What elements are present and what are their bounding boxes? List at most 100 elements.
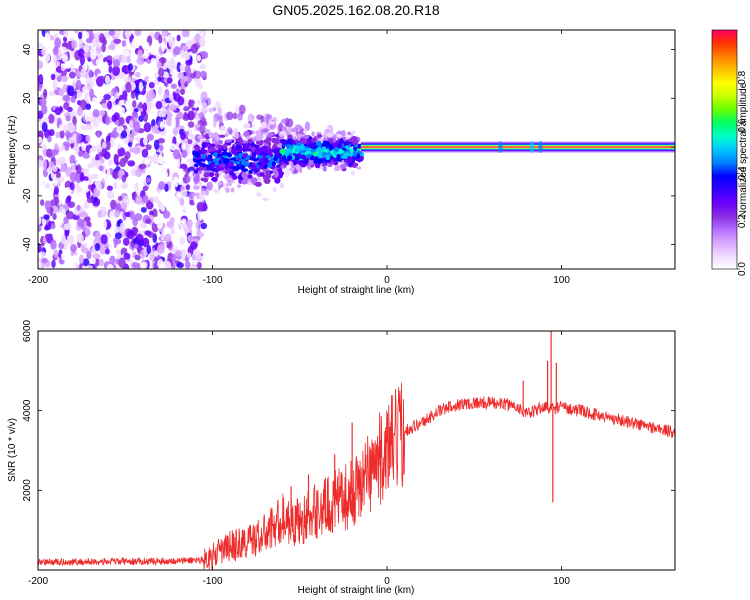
heatmap-cell xyxy=(127,160,136,167)
heatmap-cell xyxy=(108,30,116,36)
heatmap-cell xyxy=(134,254,141,261)
heatmap-cell xyxy=(195,145,199,152)
heatmap-cell xyxy=(201,51,209,59)
heatmap-cell xyxy=(345,151,350,156)
heatmap-cell xyxy=(78,38,84,49)
spectrogram-y-tick-label: -20 xyxy=(22,188,33,203)
heatmap-cell xyxy=(160,41,166,52)
heatmap-cell xyxy=(232,112,238,120)
heatmap-cell xyxy=(195,92,201,101)
heatmap-cell xyxy=(68,71,76,79)
heatmap-cell xyxy=(173,244,180,252)
heatmap-cell xyxy=(254,168,258,174)
heatmap-cell xyxy=(135,168,143,178)
heatmap-cell xyxy=(147,100,154,109)
heatmap-cell xyxy=(61,164,67,171)
heatmap-cell xyxy=(295,166,301,170)
heatmap-cell xyxy=(217,107,222,117)
heatmap-cell xyxy=(138,163,147,170)
heatmap-cell xyxy=(263,139,271,144)
heatmap-cell xyxy=(48,113,55,124)
heatmap-cell xyxy=(162,210,171,219)
heatmap-cell xyxy=(63,102,70,111)
heatmap-cell xyxy=(224,133,229,137)
heatmap-cell xyxy=(203,178,209,183)
heatmap-cell xyxy=(107,44,116,51)
heatmap-cell xyxy=(303,128,307,134)
heatmap-cell xyxy=(73,195,78,202)
heatmap-cell xyxy=(267,132,275,136)
heatmap-cell xyxy=(108,240,115,251)
heatmap-cell xyxy=(117,105,123,114)
snr-background xyxy=(38,331,675,570)
heatmap-cell xyxy=(324,129,331,133)
heatmap-cell xyxy=(74,30,79,34)
heatmap-cell xyxy=(227,161,234,168)
heatmap-cell xyxy=(138,115,144,123)
heatmap-cell xyxy=(112,170,120,179)
heatmap-cell xyxy=(86,162,95,169)
heatmap-cell xyxy=(213,118,217,128)
heatmap-cell xyxy=(72,254,78,262)
heatmap-cell xyxy=(91,257,96,265)
heatmap-cell xyxy=(217,181,223,186)
heatmap-cell xyxy=(263,165,268,169)
heatmap-cell xyxy=(158,67,165,77)
heatmap-cell xyxy=(316,140,322,146)
heatmap-cell xyxy=(209,167,217,172)
heatmap-cell xyxy=(102,39,108,46)
heatmap-cell xyxy=(46,207,51,214)
heatmap-cell xyxy=(71,40,78,49)
heatmap-cell xyxy=(125,30,132,37)
heatmap-cell xyxy=(193,185,200,190)
spectrogram-heatmap xyxy=(38,30,675,269)
heatmap-cell xyxy=(112,59,121,68)
spectrogram-y-tick-label: 0 xyxy=(22,144,33,150)
heatmap-cell xyxy=(336,154,341,160)
heatmap-cell xyxy=(208,107,214,113)
heatmap-cell xyxy=(169,226,176,235)
heatmap-cell xyxy=(197,135,203,140)
heatmap-cell xyxy=(230,157,237,162)
heatmap-cell xyxy=(236,184,242,189)
heatmap-cell xyxy=(213,131,219,137)
heatmap-cell xyxy=(39,97,47,108)
heatmap-cell xyxy=(197,112,205,119)
heatmap-cell xyxy=(169,104,177,112)
heatmap-cell xyxy=(271,161,277,167)
heatmap-cell xyxy=(181,218,187,224)
heatmap-cell xyxy=(54,60,61,67)
heatmap-cell xyxy=(93,160,100,168)
heatmap-cell xyxy=(199,124,206,135)
snr-line xyxy=(38,382,675,570)
heatmap-cell xyxy=(94,243,101,252)
heatmap-cell xyxy=(38,136,43,144)
heatmap-cell xyxy=(304,121,311,131)
heatmap-cell xyxy=(101,210,106,219)
heatmap-cell xyxy=(40,199,45,206)
snr-y-tick-label: 4000 xyxy=(22,399,33,422)
heatmap-cell xyxy=(244,162,250,167)
heatmap-cell xyxy=(43,88,48,100)
heatmap-cell xyxy=(117,195,123,202)
heatmap-cell xyxy=(241,180,248,185)
heatmap-cell xyxy=(220,125,226,132)
heatmap-cell xyxy=(85,124,93,131)
heatmap-cell xyxy=(179,236,186,246)
heatmap-cell xyxy=(121,54,128,64)
heatmap-cell xyxy=(201,143,206,148)
heatmap-cell xyxy=(160,162,168,173)
heatmap-cell xyxy=(179,63,185,72)
heatmap-cell xyxy=(52,213,57,221)
heatmap-cell xyxy=(135,30,140,35)
heatmap-cell xyxy=(341,154,348,160)
heatmap-cell xyxy=(184,124,189,132)
heatmap-cell xyxy=(65,115,71,122)
heatmap-cell xyxy=(118,71,126,80)
snr-y-tick-label: 6000 xyxy=(22,319,33,342)
heatmap-cell xyxy=(151,92,156,100)
heatmap-cell xyxy=(196,201,204,212)
heatmap-cell xyxy=(89,88,95,99)
heatmap-cell xyxy=(197,119,203,126)
heatmap-cell xyxy=(258,158,264,163)
